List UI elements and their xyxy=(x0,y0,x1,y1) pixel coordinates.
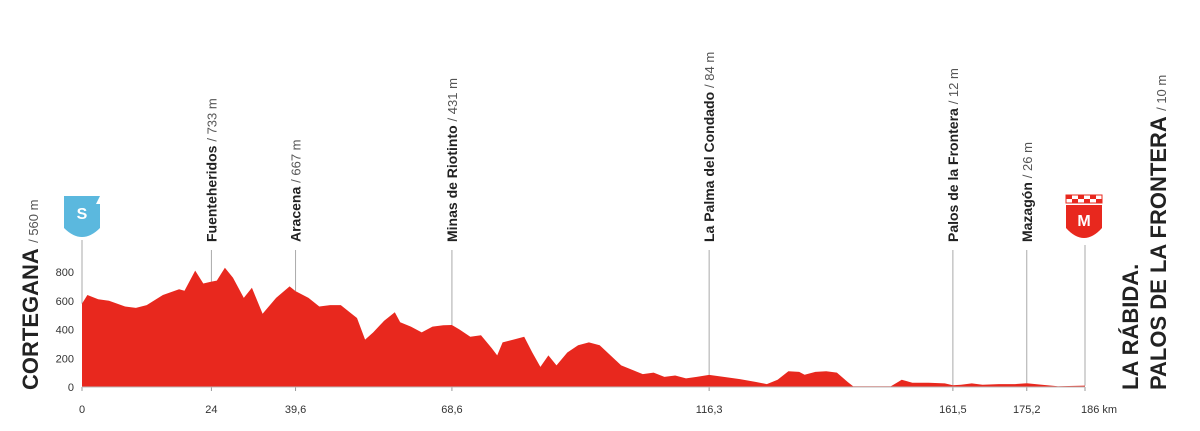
elevation-area xyxy=(82,267,1085,387)
start-altitude: / 560 m xyxy=(26,200,41,243)
waypoint-name: Minas de Riotinto xyxy=(444,125,460,242)
finish-altitude: / 10 m xyxy=(1154,75,1169,111)
x-tick-label: 39,6 xyxy=(285,404,306,416)
finish-name-2: PALOS DE LA FRONTERA xyxy=(1146,116,1171,390)
waypoint-name: Aracena xyxy=(288,187,304,242)
waypoint-name: Palos de la Frontera xyxy=(945,108,961,242)
waypoint-name: La Palma del Condado xyxy=(701,92,717,242)
finish-icon: M xyxy=(1065,194,1103,238)
waypoint-label: Aracena / 667 m xyxy=(288,139,304,242)
start-icon: S xyxy=(64,196,100,237)
waypoint-name: Fuenteheridos xyxy=(203,145,219,242)
y-tick-label: 0 xyxy=(68,382,74,394)
start-label: CORTEGANA / 560 m xyxy=(18,200,43,390)
waypoint-label: La Palma del Condado / 84 m xyxy=(701,52,717,242)
finish-label: PALOS DE LA FRONTERA / 10 m xyxy=(1146,75,1171,390)
y-tick-label: 400 xyxy=(56,325,74,337)
y-tick-label: 600 xyxy=(56,296,74,308)
x-tick-label: 0 xyxy=(79,404,85,416)
x-tick-label: 186 km xyxy=(1081,404,1117,416)
x-tick-label: 68,6 xyxy=(441,404,462,416)
waypoint-altitude: / 733 m xyxy=(204,98,219,141)
x-tick-label: 175,2 xyxy=(1013,404,1041,416)
waypoint-name: Mazagón xyxy=(1019,182,1035,242)
waypoint-altitude: / 431 m xyxy=(445,78,460,121)
waypoint-altitude: / 667 m xyxy=(289,139,304,182)
waypoint-altitude: / 84 m xyxy=(702,52,717,88)
finish-name-1: LA RÁBIDA. xyxy=(1118,264,1143,390)
x-tick-label: 24 xyxy=(205,404,217,416)
waypoint-label: Palos de la Frontera / 12 m xyxy=(945,68,961,242)
y-tick-label: 800 xyxy=(56,267,74,279)
y-tick-label: 200 xyxy=(56,353,74,365)
finish-icon-label: M xyxy=(1077,213,1090,230)
start-icon-label: S xyxy=(77,206,88,223)
start-name: CORTEGANA xyxy=(18,248,43,390)
waypoint-altitude: / 12 m xyxy=(946,68,961,104)
waypoint-label: Fuenteheridos / 733 m xyxy=(203,98,219,242)
x-tick-label: 161,5 xyxy=(939,404,967,416)
waypoint-altitude: / 26 m xyxy=(1020,142,1035,178)
waypoint-label: Minas de Riotinto / 431 m xyxy=(444,78,460,242)
x-tick-label: 116,3 xyxy=(696,404,723,416)
waypoint-label: Mazagón / 26 m xyxy=(1019,142,1035,242)
